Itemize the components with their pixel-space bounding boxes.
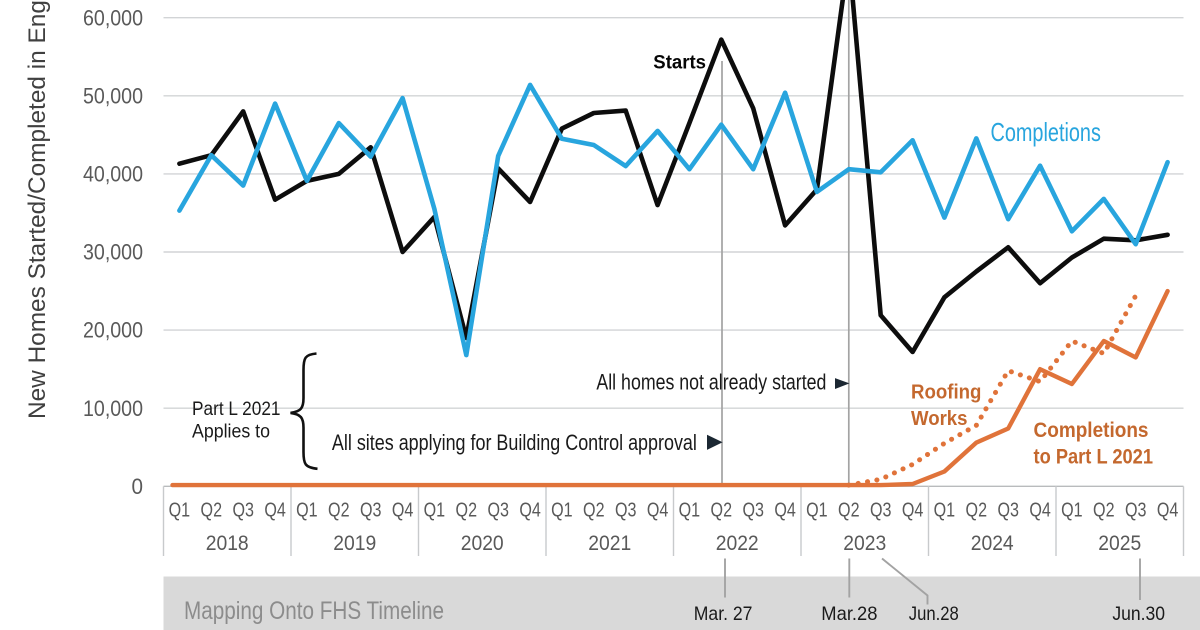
svg-text:Q1: Q1 [296,500,318,522]
svg-text:Q2: Q2 [328,500,350,522]
svg-text:2025: 2025 [1098,532,1141,555]
svg-text:New Homes Started/Completed in: New Homes Started/Completed in England [24,0,51,419]
svg-text:Q1: Q1 [679,500,701,522]
svg-text:to Part L 2021: to Part L 2021 [1034,444,1154,468]
svg-text:Mar.28: Mar.28 [821,603,877,625]
svg-text:10,000: 10,000 [83,396,143,421]
svg-text:30,000: 30,000 [83,240,143,265]
svg-text:Completions: Completions [991,117,1101,147]
svg-text:Q3: Q3 [360,500,382,522]
svg-text:Jun.28: Jun.28 [909,603,959,625]
svg-text:2024: 2024 [971,532,1014,555]
svg-text:2019: 2019 [333,532,376,555]
svg-text:Roofing: Roofing [911,382,981,404]
svg-text:Q3: Q3 [615,500,637,522]
svg-text:Q3: Q3 [1125,500,1147,522]
svg-text:Q2: Q2 [838,500,860,522]
svg-text:2020: 2020 [461,532,504,555]
svg-text:Q4: Q4 [264,500,286,522]
svg-text:Q2: Q2 [1093,500,1115,522]
svg-text:Q1: Q1 [169,500,191,522]
svg-text:Q1: Q1 [1061,500,1083,522]
svg-text:Applies to: Applies to [192,420,270,442]
svg-text:60,000: 60,000 [83,5,143,30]
svg-text:Q2: Q2 [711,500,733,522]
svg-text:Q4: Q4 [1157,500,1179,522]
svg-text:Q4: Q4 [902,500,924,522]
svg-text:2021: 2021 [588,532,631,555]
svg-text:Q1: Q1 [934,500,956,522]
svg-text:2022: 2022 [716,532,759,555]
svg-text:Q3: Q3 [232,500,254,522]
svg-text:0: 0 [132,474,144,499]
svg-text:Q1: Q1 [551,500,573,522]
svg-text:Mar. 27: Mar. 27 [694,603,753,625]
svg-text:50,000: 50,000 [83,83,143,108]
svg-text:Q1: Q1 [806,500,828,522]
svg-text:Q3: Q3 [487,500,509,522]
svg-text:Q4: Q4 [519,500,541,522]
svg-text:Part L 2021: Part L 2021 [192,398,281,420]
svg-text:Q3: Q3 [997,500,1019,522]
svg-text:Q3: Q3 [742,500,764,522]
svg-text:All homes not already started: All homes not already started [596,370,826,395]
svg-text:Q2: Q2 [456,500,478,522]
svg-text:40,000: 40,000 [83,162,143,187]
svg-text:2023: 2023 [843,532,886,555]
svg-text:20,000: 20,000 [83,318,143,343]
svg-text:All sites applying for Buildin: All sites applying for Building Control … [332,430,697,455]
svg-text:Jun.30: Jun.30 [1112,603,1165,625]
svg-text:Q4: Q4 [647,500,669,522]
svg-text:Completions: Completions [1034,418,1149,442]
svg-text:Q1: Q1 [424,500,446,522]
svg-text:Works: Works [911,408,968,430]
svg-text:Mapping Onto FHS Timeline: Mapping Onto FHS Timeline [184,597,444,625]
svg-text:Q2: Q2 [583,500,605,522]
svg-text:Q4: Q4 [1029,500,1051,522]
svg-text:Q2: Q2 [966,500,988,522]
svg-text:2018: 2018 [206,532,249,555]
svg-text:Q3: Q3 [870,500,892,522]
svg-text:Starts: Starts [653,53,706,74]
svg-text:Q2: Q2 [201,500,223,522]
svg-text:Q4: Q4 [774,500,796,522]
svg-text:Q4: Q4 [392,500,414,522]
